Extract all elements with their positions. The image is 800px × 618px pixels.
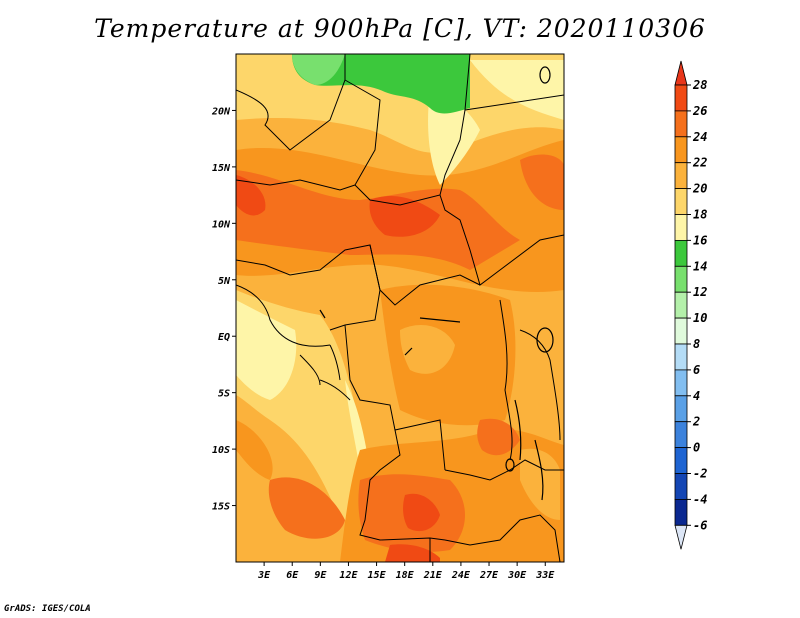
colorbar-tick-label: 24 — [692, 130, 707, 144]
colorbar-segment — [674, 317, 688, 345]
lat-tick-label: 15N — [212, 163, 231, 174]
field-coastal-coolest — [236, 300, 297, 400]
colorbar-tick-label: 0 — [693, 441, 700, 455]
lon-tick-label: 3E — [257, 570, 271, 581]
field-hot-spot-west — [236, 175, 266, 216]
lon-tick-label: 27E — [479, 570, 499, 581]
field-hot-spot — [369, 195, 440, 237]
field-south-hottest — [403, 493, 440, 532]
lat-tick-label: 5S — [218, 389, 230, 400]
colorbar-segment — [674, 136, 688, 164]
colorbar-arrow-bottom — [674, 524, 688, 550]
colorbar-segment — [674, 162, 688, 189]
lon-tick-label: 30E — [507, 570, 527, 581]
field-ocean-hot — [268, 477, 345, 539]
field-congo-inner — [400, 325, 455, 374]
colorbar-tick-label: 26 — [692, 104, 707, 118]
colorbar-segment — [674, 84, 688, 112]
colorbar-tick-label: 2 — [692, 415, 700, 429]
lat-tick-label: 5N — [218, 276, 231, 287]
field-green-light — [292, 54, 345, 85]
colorbar-tick-label: 16 — [693, 233, 707, 247]
colorbar-segment — [674, 214, 688, 241]
colorbar-segment — [674, 421, 688, 449]
colorbar-segment — [674, 498, 688, 526]
colorbar-tick-label: 14 — [693, 259, 707, 273]
lat-tick-label: 10S — [212, 445, 230, 456]
colorbar-segment — [674, 291, 688, 319]
country-boundaries — [236, 54, 564, 562]
colorbar-tick-label: 8 — [693, 337, 700, 351]
latitude-axis: 20N 15N 10N 5N EQ 5S 10S 15S — [211, 106, 236, 513]
colorbar-segment — [674, 395, 688, 423]
lon-tick-label: 24E — [451, 570, 471, 581]
lakes — [319, 66, 554, 501]
field-south-edge-hot — [385, 544, 440, 562]
colorbar-segment — [674, 188, 688, 215]
chart-title: Temperature at 900hPa [C], VT: 202011030… — [94, 14, 706, 43]
lon-tick-label: 15E — [368, 570, 387, 581]
colorbar-arrow-top — [674, 60, 688, 86]
colorbar-segment — [674, 343, 688, 371]
lat-tick-label: 20N — [211, 106, 231, 117]
colorbar-tick-label: -2 — [693, 467, 707, 481]
lon-tick-label: 21E — [423, 570, 443, 581]
colorbar-tick-label: 12 — [693, 285, 707, 299]
colorbar-segment — [674, 265, 688, 293]
lon-tick-label: 6E — [286, 570, 299, 581]
grads-credit: GrADS: IGES/COLA — [4, 604, 91, 614]
colorbar-tick-label: 20 — [692, 182, 707, 196]
lon-tick-label: 33E — [535, 570, 555, 581]
colorbar-tick-label: 10 — [693, 311, 707, 325]
field-ocean-warm — [236, 420, 273, 480]
lon-tick-label: 12E — [339, 570, 358, 581]
field-east-hot — [477, 418, 520, 456]
field-nile-cool — [428, 90, 480, 185]
colorbar-segment — [674, 473, 688, 500]
colorbar-tick-label: 28 — [692, 78, 707, 92]
longitude-axis: 3E 6E 9E 12E 15E 18E 21E 24E 27E 30E 33E — [257, 562, 555, 581]
colorbar-segment — [674, 369, 688, 397]
lat-tick-label: EQ — [218, 332, 230, 343]
field-hot-east — [520, 154, 564, 210]
field-southeast — [520, 448, 560, 520]
lon-tick-label: 9E — [314, 570, 327, 581]
colorbar-tick-label: 4 — [693, 389, 700, 403]
lat-tick-label: 10N — [212, 219, 231, 230]
lat-tick-label: 15S — [212, 502, 230, 513]
colorbar-segment — [674, 239, 688, 267]
colorbar-tick-label: -6 — [693, 518, 707, 532]
colorbar-tick-label: 22 — [692, 156, 707, 170]
map-frame — [235, 53, 565, 563]
colorbar-tick-label: 6 — [693, 363, 700, 377]
lon-tick-label: 18E — [396, 570, 415, 581]
colorbar-tick-label: -4 — [693, 492, 707, 506]
colorbar-segment — [674, 110, 688, 138]
colorbar-tick-label: 18 — [693, 208, 707, 222]
temperature-field — [236, 54, 564, 562]
colorbar-segment — [674, 447, 688, 474]
field-cool-strip — [345, 380, 370, 470]
